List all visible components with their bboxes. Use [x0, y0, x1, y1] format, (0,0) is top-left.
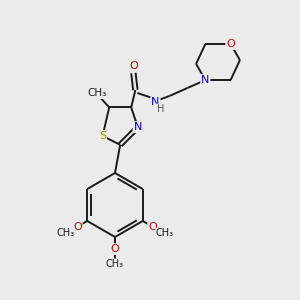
Text: N: N — [134, 122, 142, 132]
Text: CH₃: CH₃ — [106, 259, 124, 269]
Text: N: N — [151, 97, 160, 107]
Text: N: N — [201, 75, 210, 85]
Text: O: O — [73, 221, 82, 232]
Text: CH₃: CH₃ — [156, 228, 174, 238]
Text: O: O — [148, 221, 157, 232]
Text: H: H — [157, 104, 164, 114]
Text: S: S — [99, 131, 106, 141]
Text: O: O — [111, 244, 119, 254]
Text: CH₃: CH₃ — [56, 228, 74, 238]
Text: O: O — [226, 39, 235, 49]
Text: CH₃: CH₃ — [88, 88, 107, 98]
Text: O: O — [129, 61, 138, 71]
